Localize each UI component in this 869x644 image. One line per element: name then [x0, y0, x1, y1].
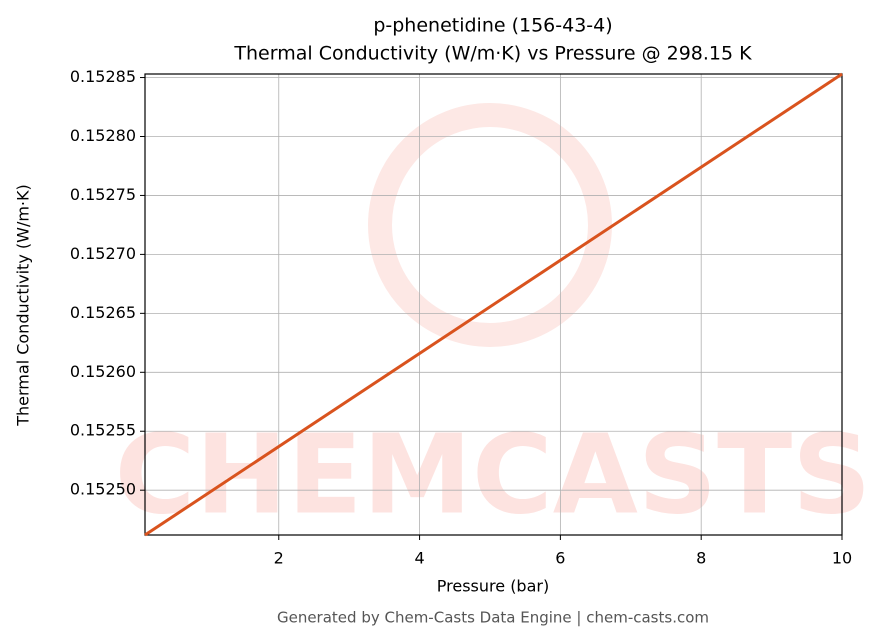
- y-axis-label: Thermal Conductivity (W/m·K): [14, 184, 33, 427]
- x-tick-label: 4: [414, 549, 424, 568]
- y-tick-label: 0.15270: [70, 244, 136, 263]
- y-tick-label: 0.15250: [70, 480, 136, 499]
- data-line: [144, 72, 843, 537]
- y-tick-label: 0.15265: [70, 303, 136, 322]
- chart-subtitle: Thermal Conductivity (W/m·K) vs Pressure…: [233, 43, 752, 65]
- x-tick-label: 10: [832, 549, 852, 568]
- x-tick-label: 2: [274, 549, 284, 568]
- y-tick-label: 0.15255: [70, 421, 136, 440]
- y-tick-label: 0.15280: [70, 126, 136, 145]
- y-tick-label: 0.15275: [70, 185, 136, 204]
- x-axis-label: Pressure (bar): [437, 577, 549, 596]
- x-tick-label: 6: [555, 549, 565, 568]
- watermark: CHEMCASTS: [115, 410, 869, 538]
- y-tick-label: 0.15260: [70, 362, 136, 381]
- x-tick-label: 8: [696, 549, 706, 568]
- plot-frame: [144, 73, 843, 536]
- footer: Generated by Chem-Casts Data Engine | ch…: [277, 609, 709, 627]
- chart-title: p-phenetidine (156-43-4): [373, 15, 612, 37]
- y-tick-label: 0.15285: [70, 67, 136, 86]
- watermark-logo: [368, 103, 612, 347]
